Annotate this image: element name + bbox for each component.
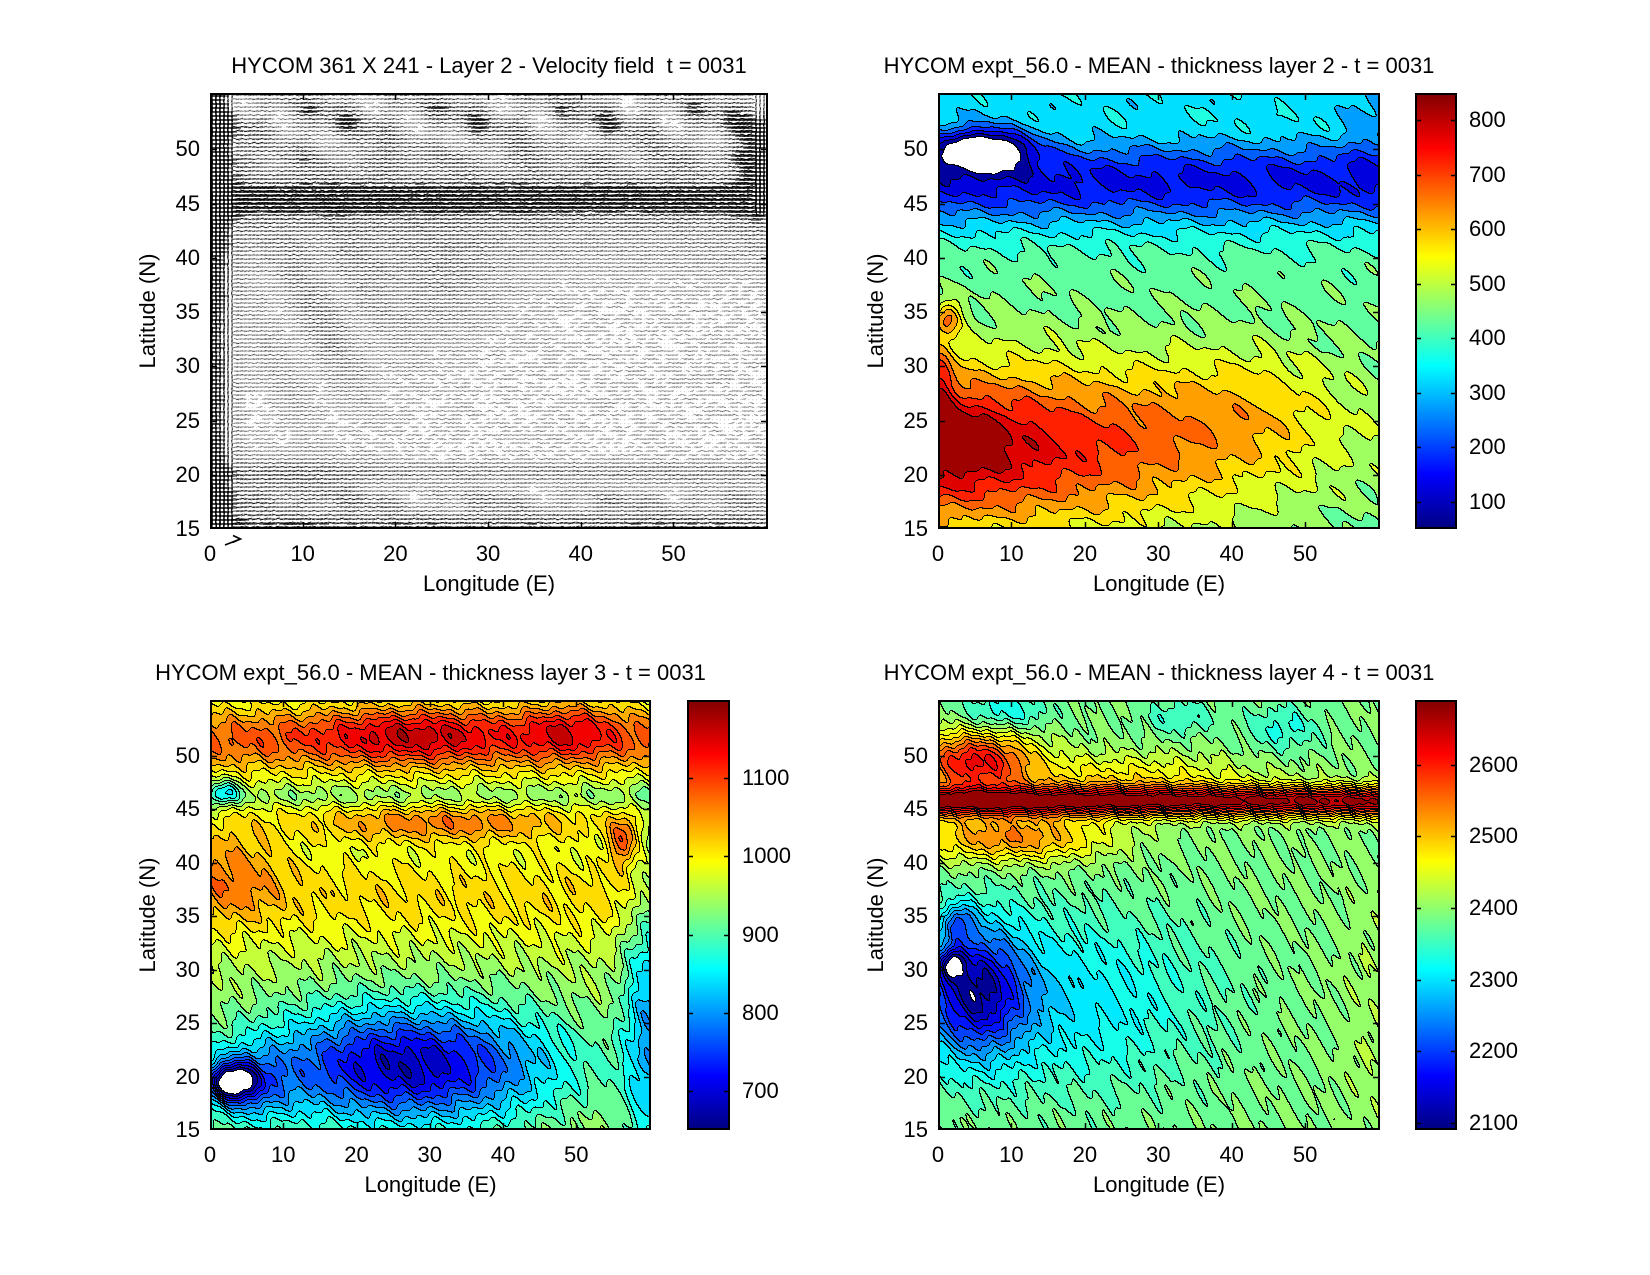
y-tick-label: 50 — [903, 136, 928, 162]
y-tick-label: 30 — [175, 956, 200, 982]
y-tick-label: 15 — [903, 1117, 928, 1142]
y-tick-label: 25 — [903, 407, 928, 433]
x-tick-label: 50 — [661, 541, 686, 566]
x-axis-label: Longitude (E) — [1092, 571, 1226, 596]
colorbar-tick-label: 2100 — [1469, 1109, 1518, 1135]
panel-title: HYCOM expt_56.0 - MEAN - thickness layer… — [883, 660, 1435, 685]
y-tick-label: 40 — [175, 244, 200, 270]
layer4-colorbar — [1415, 700, 1457, 1130]
y-tick-label: 25 — [175, 1010, 200, 1036]
x-axis-label: Longitude (E) — [1092, 1172, 1226, 1197]
layer3-colorbar — [687, 700, 730, 1130]
y-tick-label: 40 — [903, 849, 928, 875]
x-tick-label: 30 — [1146, 541, 1171, 566]
colorbar-tick-label: 1000 — [742, 843, 791, 869]
colorbar-tick-label: 700 — [742, 1077, 779, 1103]
x-tick-label: 50 — [564, 1142, 589, 1167]
x-tick-label: 30 — [475, 541, 501, 566]
layer2-colorbar — [1415, 93, 1457, 529]
x-tick-label: 0 — [931, 1142, 945, 1167]
y-tick-label: 25 — [903, 1010, 928, 1036]
layer3-contour-plot — [210, 700, 651, 1130]
colorbar-tick-label: 800 — [742, 999, 779, 1025]
x-tick-label: 40 — [1219, 1142, 1244, 1167]
y-tick-label: 20 — [175, 461, 200, 487]
y-tick-label: 20 — [903, 1063, 928, 1089]
x-tick-label: 0 — [931, 541, 945, 566]
x-axis-label: Longitude (E) — [422, 571, 556, 596]
y-tick-label: 50 — [175, 136, 200, 162]
y-tick-label: 45 — [175, 796, 200, 822]
x-tick-label: 20 — [1072, 541, 1098, 566]
y-tick-label: 45 — [903, 190, 928, 216]
colorbar-tick-label: 600 — [1469, 216, 1506, 242]
colorbar-tick-label: 100 — [1469, 488, 1506, 514]
x-tick-label: 10 — [290, 541, 315, 566]
x-tick-label: 20 — [383, 541, 408, 566]
quiver-reference-arrow-icon — [224, 534, 243, 546]
colorbar-tick-label: 900 — [742, 921, 779, 947]
panel-title: HYCOM expt_56.0 - MEAN - thickness layer… — [155, 660, 706, 685]
colorbar-tick-label: 400 — [1469, 325, 1506, 351]
colorbar-tick-label: 700 — [1469, 161, 1506, 187]
y-tick-label: 35 — [175, 299, 200, 325]
y-tick-label: 15 — [903, 516, 928, 541]
y-tick-label: 30 — [175, 353, 200, 379]
colorbar-tick-label: 2200 — [1469, 1038, 1518, 1064]
x-tick-label: 20 — [344, 1142, 369, 1167]
x-axis-label: Longitude (E) — [364, 1172, 497, 1197]
colorbar-tick-label: 2600 — [1469, 751, 1518, 777]
velocity-quiver-plot — [210, 93, 768, 529]
x-tick-label: 30 — [1146, 1142, 1171, 1167]
x-tick-label: 10 — [271, 1142, 296, 1167]
colorbar-tick-label: 500 — [1469, 270, 1506, 296]
y-tick-label: 50 — [903, 742, 928, 768]
x-tick-label: 50 — [1292, 1142, 1318, 1167]
y-tick-label: 15 — [175, 516, 200, 541]
colorbar-tick-label: 300 — [1469, 379, 1506, 405]
x-tick-label: 40 — [568, 541, 593, 566]
y-tick-label: 35 — [903, 299, 928, 325]
layer4-contour-plot — [938, 700, 1380, 1130]
layer2-contour-plot — [938, 93, 1380, 529]
x-tick-label: 20 — [1072, 1142, 1098, 1167]
colorbar-tick-label: 200 — [1469, 434, 1506, 460]
y-tick-label: 20 — [175, 1063, 200, 1089]
panel-title: HYCOM expt_56.0 - MEAN - thickness layer… — [883, 53, 1435, 78]
y-tick-label: 50 — [175, 742, 200, 768]
y-tick-label: 25 — [175, 407, 200, 433]
y-tick-label: 35 — [175, 903, 200, 929]
colorbar-tick-label: 2300 — [1469, 966, 1518, 992]
y-tick-label: 45 — [903, 796, 928, 822]
colorbar-tick-label: 800 — [1469, 107, 1506, 133]
y-tick-label: 30 — [903, 353, 928, 379]
x-tick-label: 40 — [490, 1142, 516, 1167]
colorbar-tick-label: 2500 — [1469, 823, 1518, 849]
y-tick-label: 40 — [175, 849, 200, 875]
x-tick-label: 10 — [999, 1142, 1024, 1167]
x-tick-label: 50 — [1292, 541, 1318, 566]
y-tick-label: 15 — [175, 1117, 200, 1142]
x-tick-label: 0 — [203, 541, 217, 566]
colorbar-tick-label: 1100 — [742, 765, 790, 791]
y-tick-label: 40 — [903, 244, 928, 270]
y-tick-label: 35 — [903, 903, 928, 929]
panel-title: HYCOM 361 X 241 - Layer 2 - Velocity fie… — [231, 53, 747, 78]
colorbar-tick-label: 2400 — [1469, 894, 1518, 920]
x-tick-label: 10 — [999, 541, 1024, 566]
x-tick-label: 40 — [1219, 541, 1244, 566]
x-tick-label: 30 — [417, 1142, 443, 1167]
y-tick-label: 20 — [903, 461, 928, 487]
y-tick-label: 45 — [175, 190, 200, 216]
y-tick-label: 30 — [903, 956, 928, 982]
x-tick-label: 0 — [203, 1142, 217, 1167]
